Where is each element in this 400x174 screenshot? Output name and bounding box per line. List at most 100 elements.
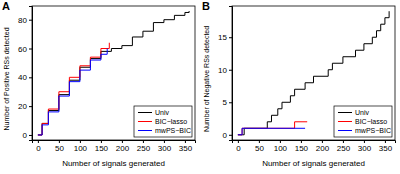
y-tick: 0 bbox=[223, 131, 232, 140]
y-tick: 10 bbox=[218, 66, 232, 75]
y-tick-mark bbox=[29, 77, 32, 78]
legend: Univ BIC−lasso mwPS−BIC bbox=[334, 106, 392, 137]
x-tick: 250 bbox=[137, 140, 151, 153]
x-tick-label: 250 bbox=[337, 144, 351, 153]
y-tick-label: 0 bbox=[23, 131, 28, 140]
y-tick: 40 bbox=[18, 73, 32, 82]
legend-swatch bbox=[138, 130, 152, 131]
y-axis-title: Number of Negative RSs detected bbox=[203, 26, 211, 132]
x-tick-mark bbox=[322, 140, 323, 143]
y-tick: 15 bbox=[218, 33, 232, 42]
x-axis: 0 50 100 150 200 250 300 350 bbox=[33, 140, 196, 153]
series-line bbox=[238, 122, 307, 135]
x-axis-line bbox=[233, 141, 396, 144]
legend-label: BIC−lasso bbox=[355, 118, 387, 125]
y-tick-mark bbox=[229, 135, 232, 136]
legend-swatch bbox=[138, 121, 152, 122]
x-tick: 300 bbox=[358, 140, 372, 153]
x-tick-label: 50 bbox=[255, 144, 264, 153]
panel-letter: A bbox=[2, 0, 10, 12]
x-tick: 0 bbox=[236, 140, 241, 153]
x-tick-mark bbox=[301, 140, 302, 143]
x-tick-label: 350 bbox=[379, 144, 393, 153]
legend-label: Univ bbox=[155, 109, 170, 116]
x-tick-label: 0 bbox=[36, 144, 41, 153]
x-tick: 100 bbox=[74, 140, 88, 153]
y-tick-mark bbox=[29, 135, 32, 136]
x-tick-label: 300 bbox=[358, 144, 372, 153]
y-tick-label: 5 bbox=[223, 98, 228, 107]
y-tick-label: 40 bbox=[18, 73, 27, 82]
x-tick-mark bbox=[280, 140, 281, 143]
y-tick: 20 bbox=[18, 102, 32, 111]
plot-frame bbox=[232, 6, 395, 140]
x-tick-mark bbox=[259, 140, 260, 143]
y-tick-mark bbox=[229, 37, 232, 38]
legend-box bbox=[334, 106, 392, 137]
x-tick: 200 bbox=[116, 140, 130, 153]
x-tick-label: 200 bbox=[316, 144, 330, 153]
legend-label: mwPS−BIC bbox=[355, 127, 391, 134]
legend: UnivBIC−lassomwPS−BIC bbox=[134, 106, 192, 137]
x-tick: 150 bbox=[295, 140, 309, 153]
x-tick: 200 bbox=[316, 140, 330, 153]
y-axis-line bbox=[229, 7, 233, 141]
x-tick: 300 bbox=[158, 140, 172, 153]
x-tick-label: 350 bbox=[179, 144, 193, 153]
panel: 050100150200250300350051015BNumber of si… bbox=[202, 0, 396, 168]
x-tick-mark bbox=[238, 140, 239, 143]
y-tick: 5 bbox=[223, 98, 232, 107]
y-tick-mark bbox=[229, 102, 232, 103]
x-tick-label: 300 bbox=[158, 144, 172, 153]
figure: 050100150200250300350020406080ANumber of… bbox=[0, 0, 400, 174]
x-tick-label: 50 bbox=[55, 144, 64, 153]
y-tick: 80 bbox=[18, 16, 32, 25]
y-tick-mark bbox=[29, 20, 32, 21]
y-axis: 0 20 40 60 80 bbox=[18, 7, 32, 141]
x-tick-label: 250 bbox=[137, 144, 151, 153]
plot-frame bbox=[32, 6, 195, 140]
legend-swatch bbox=[338, 112, 352, 113]
series-line bbox=[38, 49, 107, 135]
x-tick-mark bbox=[59, 140, 60, 143]
legend-label: Univ bbox=[355, 109, 370, 116]
x-tick-mark bbox=[80, 140, 81, 143]
x-tick: 50 bbox=[255, 140, 264, 153]
x-axis-line bbox=[33, 141, 196, 144]
x-tick-label: 200 bbox=[116, 144, 130, 153]
y-tick-label: 0 bbox=[223, 131, 228, 140]
y-axis-line bbox=[29, 7, 33, 141]
y-tick-label: 15 bbox=[218, 33, 227, 42]
x-tick-mark bbox=[122, 140, 123, 143]
legend-swatch bbox=[338, 130, 352, 131]
x-tick-label: 150 bbox=[95, 144, 109, 153]
x-tick-mark bbox=[185, 140, 186, 143]
legend-box bbox=[134, 106, 192, 137]
y-tick: 0 bbox=[23, 131, 32, 140]
y-tick-label: 10 bbox=[218, 66, 227, 75]
panel-letter: B bbox=[202, 0, 210, 12]
y-tick-mark bbox=[229, 70, 232, 71]
x-tick: 350 bbox=[379, 140, 393, 153]
x-tick: 150 bbox=[95, 140, 109, 153]
x-tick-label: 150 bbox=[295, 144, 309, 153]
y-axis: 0 5 10 15 bbox=[218, 7, 232, 141]
x-axis-title: Number of signals generated bbox=[62, 159, 165, 168]
x-tick: 100 bbox=[274, 140, 288, 153]
x-tick-mark bbox=[364, 140, 365, 143]
y-tick-label: 60 bbox=[18, 45, 27, 54]
x-tick-mark bbox=[101, 140, 102, 143]
x-tick-label: 100 bbox=[74, 144, 88, 153]
legend-label: BIC−lasso bbox=[155, 118, 187, 125]
y-tick-label: 80 bbox=[18, 16, 27, 25]
x-tick-mark bbox=[38, 140, 39, 143]
x-tick-mark bbox=[385, 140, 386, 143]
y-tick: 60 bbox=[18, 45, 32, 54]
x-tick-mark bbox=[343, 140, 344, 143]
x-tick: 250 bbox=[337, 140, 351, 153]
legend-swatch bbox=[138, 112, 152, 113]
x-tick: 350 bbox=[179, 140, 193, 153]
x-tick: 0 bbox=[36, 140, 41, 153]
panel: 0 50 100 150 200 250 300 350 0 20 40 60 80 A Number of… bbox=[2, 0, 196, 168]
y-tick-mark bbox=[29, 49, 32, 50]
